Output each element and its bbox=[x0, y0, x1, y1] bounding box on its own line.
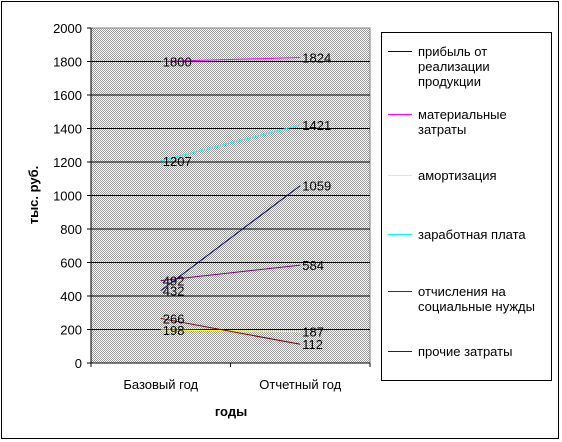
legend: прибыль от реализации продукции материальны… bbox=[381, 32, 552, 381]
series-line bbox=[160, 56, 301, 62]
y-axis-tick-labels: 0 200 400 600 800 1000 1200 1400 1600 1800 2000 bbox=[53, 21, 82, 371]
x-tick-label: Отчетный год bbox=[259, 377, 341, 392]
legend-label-line: заработная плата bbox=[418, 227, 526, 242]
data-label: 1421 bbox=[302, 118, 331, 133]
x-axis-tick-labels: Базовый год Отчетный год bbox=[123, 377, 341, 392]
legend-swatch bbox=[388, 291, 412, 292]
y-tick-label: 1600 bbox=[53, 88, 82, 103]
data-label: 1059 bbox=[302, 179, 331, 194]
data-label: 432 bbox=[163, 284, 185, 299]
legend-label-line: социальные нужды bbox=[418, 299, 535, 314]
x-tick-label: Базовый год bbox=[123, 377, 198, 392]
x-axis-title: годы bbox=[215, 404, 247, 419]
y-tick-label: 1000 bbox=[53, 189, 82, 204]
y-tick-label: 2000 bbox=[53, 21, 82, 36]
y-tick-label: 1400 bbox=[53, 122, 82, 137]
y-tick-label: 1800 bbox=[53, 55, 82, 70]
y-axis-title: тыс. руб. bbox=[26, 166, 41, 225]
y-tick-label: 200 bbox=[60, 323, 82, 338]
data-label: 1207 bbox=[163, 154, 192, 169]
y-tick-label: 1200 bbox=[53, 155, 82, 170]
series-line bbox=[160, 124, 301, 162]
y-tick-label: 600 bbox=[60, 256, 82, 271]
series-line bbox=[160, 317, 301, 345]
legend-label-line: материальные bbox=[418, 107, 507, 122]
data-label: 1824 bbox=[302, 50, 331, 65]
legend-label-line: отчисления на bbox=[418, 284, 506, 299]
data-label: 492 bbox=[163, 274, 185, 289]
data-label: 584 bbox=[302, 258, 324, 273]
series-line bbox=[160, 185, 301, 292]
series-lines bbox=[160, 56, 301, 345]
legend-label-line: амортизация bbox=[418, 168, 497, 183]
legend-swatch bbox=[388, 51, 412, 52]
series-line bbox=[160, 264, 301, 282]
y-tick-label: 0 bbox=[75, 356, 82, 371]
legend-label: прибыль от реализации продукции bbox=[418, 44, 490, 89]
legend-swatch bbox=[388, 351, 412, 352]
legend-label: прочие затраты bbox=[418, 344, 512, 359]
series-line bbox=[160, 329, 301, 333]
data-label: 1800 bbox=[163, 55, 192, 70]
legend-label-line: реализации bbox=[418, 59, 490, 74]
legend-swatch bbox=[388, 234, 412, 235]
data-label: 187 bbox=[302, 325, 324, 340]
data-label: 266 bbox=[163, 311, 185, 326]
data-labels: 432 1059 1800 1824 198 187 1207 1421 492 584 266 11… bbox=[163, 50, 331, 352]
legend-label-line: продукции bbox=[418, 74, 481, 89]
legend-label: отчисления на социальные нужды bbox=[418, 284, 535, 314]
legend-label-line: затраты bbox=[418, 122, 467, 137]
data-label: 112 bbox=[302, 337, 323, 352]
y-tick-label: 400 bbox=[60, 289, 82, 304]
legend-label-line: прочие затраты bbox=[418, 344, 513, 359]
gridlines bbox=[87, 27, 371, 367]
legend-swatch bbox=[388, 114, 412, 115]
legend-swatch bbox=[388, 175, 412, 176]
legend-label-line: прибыль от bbox=[418, 44, 488, 59]
y-tick-label: 800 bbox=[60, 222, 82, 237]
legend-label: материальные затраты bbox=[418, 107, 507, 137]
legend-label: амортизация bbox=[418, 168, 497, 183]
legend-label: заработная плата bbox=[418, 227, 526, 242]
data-label: 198 bbox=[163, 323, 185, 338]
